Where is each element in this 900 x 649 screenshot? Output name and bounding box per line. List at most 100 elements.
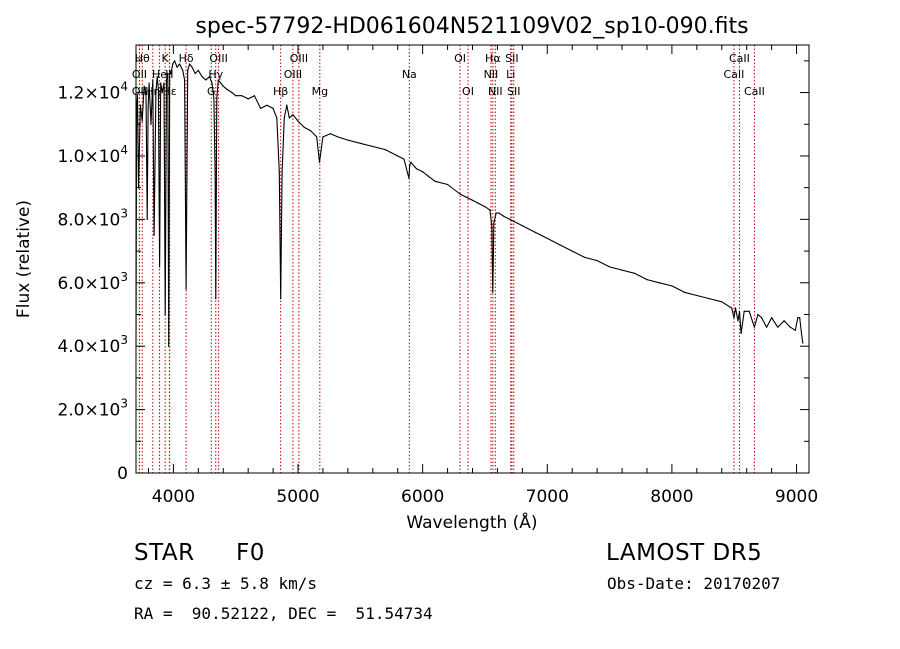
- flux-point-22: [165, 79, 168, 81]
- flux-point-78: [384, 149, 386, 151]
- flux-point-29: [176, 66, 178, 68]
- flux-point-62: [281, 171, 283, 173]
- flux-point-113: [671, 285, 673, 287]
- flux-point-95: [492, 291, 494, 293]
- flux-point-119: [733, 317, 735, 319]
- y-tick-label-5: 1.0×104: [57, 143, 128, 167]
- x-tick-label-5: 9000: [775, 487, 818, 507]
- flux-point-109: [621, 269, 623, 271]
- flux-point-110: [633, 272, 636, 274]
- x-tick-label-4: 8000: [650, 487, 693, 507]
- flux-point-19: [161, 91, 163, 94]
- flux-point-54: [247, 98, 249, 100]
- flux-point-53: [241, 95, 243, 97]
- line-marker-label-12: Hβ: [273, 85, 288, 98]
- flux-point-51: [231, 91, 233, 94]
- flux-point-66: [292, 114, 294, 116]
- flux-point-2: [136, 95, 139, 97]
- flux-point-130: [771, 317, 773, 319]
- flux-point-26: [170, 72, 172, 75]
- flux-point-61: [280, 298, 282, 300]
- line-marker-label-18: OI: [462, 85, 474, 98]
- flux-point-85: [422, 171, 424, 173]
- flux-point-127: [757, 313, 759, 316]
- line-marker-label-17: OI: [454, 52, 466, 65]
- line-marker-label-25: CaII: [724, 68, 745, 81]
- flux-point-134: [794, 329, 796, 331]
- flux-point-91: [478, 202, 480, 205]
- y-tick-label-3: 6.0×103: [57, 270, 128, 294]
- flux-point-96: [493, 221, 495, 224]
- line-marker-label-22: Li: [506, 68, 515, 81]
- x-tick-label-1: 5000: [276, 487, 319, 507]
- flux-point-93: [489, 209, 491, 211]
- observation-date: Obs-Date: 20170207: [607, 574, 781, 593]
- flux-point-80: [403, 158, 405, 160]
- flux-point-59: [276, 117, 278, 119]
- flux-point-135: [797, 317, 799, 319]
- flux-point-118: [731, 307, 733, 309]
- flux-point-117: [721, 301, 723, 303]
- flux-point-36: [191, 66, 193, 68]
- flux-point-82: [409, 164, 411, 167]
- flux-point-4: [139, 104, 141, 106]
- object-subclass: F0: [236, 540, 265, 566]
- flux-point-17: [158, 266, 161, 268]
- flux-point-97: [495, 212, 497, 214]
- flux-point-107: [596, 259, 598, 262]
- flux-point-88: [459, 193, 461, 195]
- flux-point-65: [288, 117, 290, 119]
- line-marker-label-27: CaII: [744, 85, 765, 98]
- y-tick-label-1: 2.0×103: [57, 397, 128, 421]
- flux-point-86: [434, 180, 436, 182]
- flux-point-77: [372, 145, 374, 148]
- flux-point-5: [141, 120, 143, 122]
- y-tick-label-4: 8.0×103: [57, 206, 128, 230]
- line-marker-label-4: He: [152, 68, 167, 81]
- flux-point-48: [220, 82, 222, 84]
- flux-point-114: [683, 291, 685, 293]
- flux-point-125: [748, 310, 750, 312]
- line-marker-label-0: Hθ: [135, 52, 150, 65]
- flux-point-18: [160, 82, 162, 84]
- flux-point-43: [213, 98, 215, 100]
- flux-point-76: [359, 142, 361, 144]
- flux-point-24: [168, 345, 170, 347]
- y-axis-label: Flux (relative): [14, 200, 34, 318]
- flux-curve-layer: [135, 60, 804, 347]
- flux-point-132: [783, 320, 785, 322]
- flux-point-137: [800, 332, 803, 335]
- flux-point-50: [226, 88, 228, 90]
- flux-point-112: [658, 282, 661, 284]
- flux-point-126: [753, 326, 756, 328]
- flux-point-45: [215, 298, 217, 300]
- x-axis-ticks: 4000 5000 6000 7000 8000 9000: [147, 45, 818, 507]
- plot-frame: [135, 44, 810, 474]
- flux-point-124: [743, 310, 745, 312]
- flux-point-15: [156, 76, 158, 78]
- flux-point-56: [260, 107, 262, 110]
- flux-point-79: [397, 155, 399, 157]
- flux-point-101: [521, 225, 523, 227]
- line-marker-label-20: Hα: [485, 52, 501, 65]
- line-marker-label-5: K: [162, 52, 170, 65]
- flux-point-115: [696, 294, 698, 297]
- flux-point-7: [145, 91, 147, 94]
- flux-point-92: [484, 206, 486, 208]
- flux-point-11: [150, 123, 152, 125]
- flux-point-42: [211, 82, 213, 84]
- flux-point-106: [584, 256, 586, 259]
- flux-point-94: [491, 225, 493, 227]
- flux-point-123: [740, 332, 742, 335]
- spectral-line-markers: [138, 45, 755, 473]
- flux-point-60: [278, 171, 280, 173]
- flux-point-28: [174, 60, 176, 62]
- flux-point-121: [737, 320, 739, 322]
- line-marker-label-9: G: [207, 85, 216, 98]
- flux-point-34: [187, 69, 189, 71]
- line-marker-label-8: Hδ: [179, 52, 194, 65]
- flux-point-37: [194, 72, 196, 75]
- flux-point-49: [222, 85, 224, 87]
- line-marker-label-15: Mg: [312, 85, 328, 98]
- flux-point-12: [152, 79, 154, 81]
